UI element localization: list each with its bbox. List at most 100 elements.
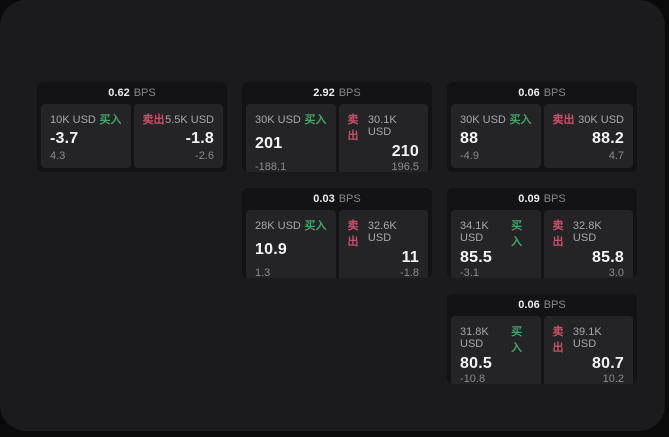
sell-amount: 32.6K USD (367, 220, 397, 244)
buy-label-row: 30K USD 买入 (460, 111, 532, 127)
spread-value: 0.09 (518, 193, 540, 205)
sell-panel[interactable]: 卖出 30K USD 88.2 4.7 (543, 104, 633, 168)
sell-amount: 5.5K USD (165, 114, 214, 126)
buy-delta: -4.9 (460, 150, 479, 162)
buy-panel[interactable]: 28K USD 买入 10.9 1.3 (246, 210, 336, 278)
spread-value: 0.06 (518, 299, 540, 311)
buy-delta: -10.8 (460, 373, 486, 384)
buy-panel[interactable]: 34.1K USD 买入 85.5 -3.1 (451, 210, 541, 278)
sell-side-label: 卖出 (347, 114, 359, 142)
sell-delta: -2.6 (195, 150, 214, 162)
sell-amount: 32.8K USD (572, 220, 602, 244)
sell-amount: 30.1K USD (367, 114, 397, 138)
buy-price: 85.5 (460, 249, 492, 266)
buy-amount: 31.8K USD (460, 326, 489, 350)
buy-label-row: 31.8K USD 买入 (460, 323, 532, 355)
sell-side-label: 卖出 (552, 114, 575, 126)
buy-side-label: 买入 (509, 114, 532, 126)
spread-value: 0.03 (313, 193, 335, 205)
sell-label-row: 卖出 5.5K USD (143, 111, 215, 127)
spread-value: 0.62 (108, 87, 130, 99)
quote-card: 0.09 BPS 34.1K USD 买入 85.5 -3.1 卖出 32.8K… (447, 188, 637, 278)
sell-amount: 39.1K USD (572, 326, 602, 350)
buy-delta: 1.3 (255, 267, 271, 278)
sell-side-label: 卖出 (347, 220, 359, 248)
buy-price: -3.7 (50, 129, 79, 147)
buy-side-label: 买入 (304, 114, 327, 126)
quote-card: 0.06 BPS 31.8K USD 买入 80.5 -10.8 卖出 39.1… (447, 294, 637, 384)
buy-delta: 4.3 (50, 150, 66, 162)
spread-unit: BPS (543, 193, 566, 205)
sell-panel[interactable]: 卖出 30.1K USD 210 196.5 (338, 104, 428, 172)
quotes-grid: 0.62 BPS 10K USD 买入 -3.7 4.3 卖出 5.5K USD… (37, 82, 637, 384)
sell-price: 80.7 (592, 355, 624, 372)
sell-label-row: 卖出 32.6K USD (348, 217, 420, 249)
sell-price: 85.8 (592, 249, 624, 266)
buy-price: 201 (255, 135, 283, 152)
quote-body: 31.8K USD 买入 80.5 -10.8 卖出 39.1K USD 80.… (447, 316, 637, 384)
buy-side-label: 买入 (511, 326, 523, 354)
quote-card: 2.92 BPS 30K USD 买入 201 -188.1 卖出 30.1K … (242, 82, 432, 172)
quote-card: 0.03 BPS 28K USD 买入 10.9 1.3 卖出 32.6K US… (242, 188, 432, 278)
sell-side-label: 卖出 (552, 326, 564, 354)
sell-panel[interactable]: 卖出 32.8K USD 85.8 3.0 (543, 210, 633, 278)
spread-value: 0.06 (518, 87, 540, 99)
buy-side-label: 买入 (511, 220, 523, 248)
spread-header: 0.09 BPS (447, 188, 637, 210)
quote-body: 28K USD 买入 10.9 1.3 卖出 32.6K USD 11 -1.8 (242, 210, 432, 278)
sell-panel[interactable]: 卖出 5.5K USD -1.8 -2.6 (133, 104, 223, 168)
buy-delta: -188.1 (255, 161, 287, 172)
buy-panel[interactable]: 30K USD 买入 201 -188.1 (246, 104, 336, 172)
spread-header: 0.62 BPS (37, 82, 227, 104)
buy-label-row: 30K USD 买入 (255, 111, 327, 127)
sell-delta: 10.2 (602, 373, 624, 384)
sell-side-label: 卖出 (142, 114, 165, 126)
buy-side-label: 买入 (99, 114, 122, 126)
spread-value: 2.92 (313, 87, 335, 99)
spread-header: 2.92 BPS (242, 82, 432, 104)
quote-card: 0.06 BPS 30K USD 买入 88 -4.9 卖出 30K USD 8… (447, 82, 637, 172)
quote-body: 30K USD 买入 201 -188.1 卖出 30.1K USD 210 1… (242, 104, 432, 172)
buy-label-row: 28K USD 买入 (255, 217, 327, 233)
spread-unit: BPS (133, 87, 156, 99)
sell-side-label: 卖出 (552, 220, 564, 248)
sell-label-row: 卖出 30.1K USD (348, 111, 420, 143)
buy-price: 80.5 (460, 355, 492, 372)
sell-price: 11 (401, 249, 419, 266)
sell-label-row: 卖出 32.8K USD (553, 217, 625, 249)
buy-label-row: 10K USD 买入 (50, 111, 122, 127)
buy-label-row: 34.1K USD 买入 (460, 217, 532, 249)
spread-unit: BPS (338, 87, 361, 99)
buy-amount: 30K USD (255, 114, 301, 126)
sell-price: -1.8 (185, 129, 214, 147)
sell-price: 210 (391, 143, 419, 160)
sell-delta: 3.0 (608, 267, 624, 278)
quote-body: 30K USD 买入 88 -4.9 卖出 30K USD 88.2 4.7 (447, 104, 637, 172)
buy-panel[interactable]: 31.8K USD 买入 80.5 -10.8 (451, 316, 541, 384)
sell-label-row: 卖出 30K USD (553, 111, 625, 127)
buy-delta: -3.1 (460, 267, 479, 278)
spread-header: 0.06 BPS (447, 294, 637, 316)
sell-panel[interactable]: 卖出 32.6K USD 11 -1.8 (338, 210, 428, 278)
quote-card: 0.62 BPS 10K USD 买入 -3.7 4.3 卖出 5.5K USD… (37, 82, 227, 172)
sell-delta: -1.8 (400, 267, 419, 278)
sell-delta: 4.7 (608, 150, 624, 162)
buy-side-label: 买入 (304, 220, 327, 232)
quote-body: 34.1K USD 买入 85.5 -3.1 卖出 32.8K USD 85.8… (447, 210, 637, 278)
buy-amount: 34.1K USD (460, 220, 489, 244)
buy-panel[interactable]: 10K USD 买入 -3.7 4.3 (41, 104, 131, 168)
buy-price: 88 (460, 129, 479, 147)
buy-price: 10.9 (255, 241, 287, 258)
buy-panel[interactable]: 30K USD 买入 88 -4.9 (451, 104, 541, 168)
spread-header: 0.03 BPS (242, 188, 432, 210)
buy-amount: 10K USD (50, 114, 96, 126)
quote-body: 10K USD 买入 -3.7 4.3 卖出 5.5K USD -1.8 -2.… (37, 104, 227, 172)
spread-unit: BPS (338, 193, 361, 205)
sell-amount: 30K USD (578, 114, 624, 126)
sell-delta: 196.5 (391, 161, 419, 172)
sell-price: 88.2 (592, 129, 624, 147)
spread-unit: BPS (543, 87, 566, 99)
sell-panel[interactable]: 卖出 39.1K USD 80.7 10.2 (543, 316, 633, 384)
sell-label-row: 卖出 39.1K USD (553, 323, 625, 355)
